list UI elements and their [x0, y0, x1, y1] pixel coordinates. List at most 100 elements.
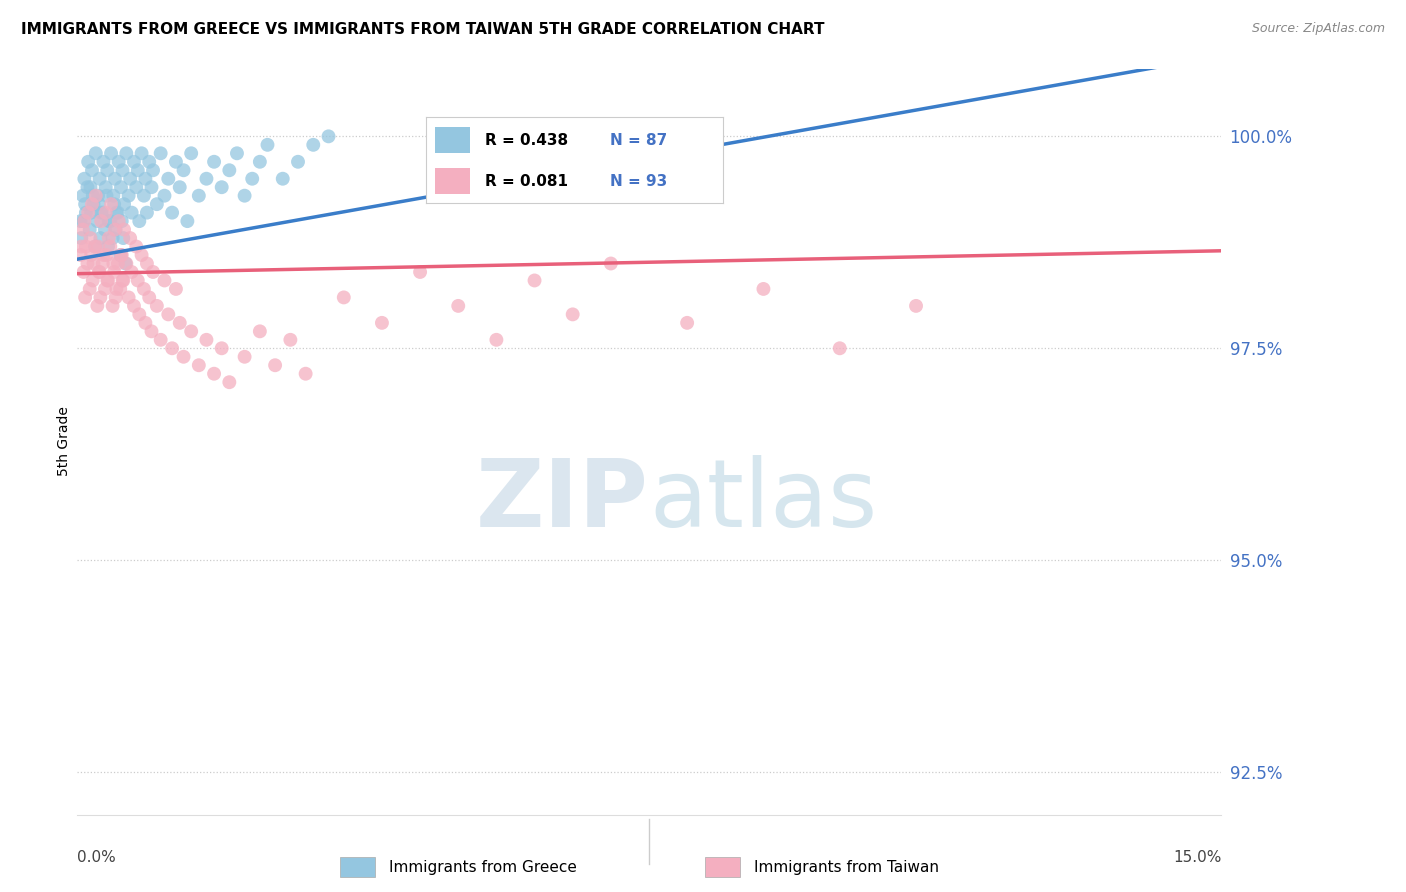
- Point: [89, 231, 111, 245]
- Point: [146, 197, 169, 211]
- Point: [107, 214, 129, 228]
- Point: [79, 222, 101, 236]
- Point: [153, 273, 176, 287]
- Point: [249, 324, 271, 338]
- Point: [117, 290, 139, 304]
- Point: [96, 163, 118, 178]
- Point: [287, 154, 309, 169]
- Point: [84, 146, 107, 161]
- Point: [86, 214, 108, 228]
- Point: [72, 214, 94, 228]
- Point: [485, 333, 508, 347]
- Point: [127, 163, 149, 178]
- Point: [103, 188, 125, 202]
- Point: [218, 375, 240, 389]
- Point: [105, 282, 128, 296]
- Point: [103, 197, 125, 211]
- Point: [142, 163, 165, 178]
- Point: [94, 180, 117, 194]
- Point: [82, 273, 104, 287]
- Point: [120, 231, 142, 245]
- Point: [75, 239, 97, 253]
- Point: [83, 256, 105, 270]
- Point: [80, 197, 103, 211]
- Point: [82, 188, 104, 202]
- Point: [249, 154, 271, 169]
- Point: [94, 282, 117, 296]
- Point: [103, 256, 125, 270]
- Point: [90, 205, 112, 219]
- Point: [104, 290, 127, 304]
- Point: [752, 282, 775, 296]
- Point: [69, 214, 91, 228]
- Point: [127, 273, 149, 287]
- Point: [271, 171, 294, 186]
- Point: [202, 154, 225, 169]
- Point: [112, 222, 135, 236]
- Point: [294, 367, 316, 381]
- Point: [141, 180, 163, 194]
- Point: [91, 256, 114, 270]
- Point: [165, 154, 187, 169]
- Point: [97, 239, 120, 253]
- Point: [180, 146, 202, 161]
- Point: [160, 205, 183, 219]
- Point: [122, 154, 145, 169]
- Point: [96, 273, 118, 287]
- Point: [75, 290, 97, 304]
- Point: [371, 316, 394, 330]
- Text: Immigrants from Taiwan: Immigrants from Taiwan: [755, 860, 939, 875]
- Point: [101, 299, 124, 313]
- Point: [131, 248, 153, 262]
- Point: [165, 282, 187, 296]
- Point: [72, 265, 94, 279]
- Point: [103, 265, 125, 279]
- Point: [69, 248, 91, 262]
- Point: [132, 188, 155, 202]
- Point: [84, 239, 107, 253]
- Point: [157, 171, 180, 186]
- Point: [72, 222, 94, 236]
- Point: [87, 265, 110, 279]
- Point: [104, 171, 127, 186]
- Point: [233, 188, 256, 202]
- Point: [149, 146, 172, 161]
- Point: [142, 265, 165, 279]
- Point: [84, 239, 107, 253]
- Point: [202, 367, 225, 381]
- Point: [169, 316, 191, 330]
- Point: [73, 171, 96, 186]
- Point: [117, 188, 139, 202]
- Point: [107, 154, 129, 169]
- Point: [121, 265, 143, 279]
- Point: [94, 222, 117, 236]
- Point: [180, 324, 202, 338]
- Point: [104, 222, 127, 236]
- Point: [110, 282, 132, 296]
- Point: [302, 137, 325, 152]
- Point: [89, 290, 111, 304]
- Point: [75, 205, 97, 219]
- Point: [79, 180, 101, 194]
- Point: [111, 163, 134, 178]
- Point: [160, 341, 183, 355]
- Point: [89, 171, 111, 186]
- Point: [110, 248, 132, 262]
- Point: [128, 214, 150, 228]
- Point: [87, 239, 110, 253]
- Point: [115, 146, 138, 161]
- Point: [136, 205, 159, 219]
- Point: [97, 273, 120, 287]
- Text: 15.0%: 15.0%: [1173, 850, 1222, 865]
- Point: [111, 273, 134, 287]
- Point: [599, 256, 621, 270]
- Text: atlas: atlas: [650, 455, 877, 547]
- Point: [107, 256, 129, 270]
- Point: [138, 290, 160, 304]
- Point: [83, 197, 105, 211]
- Point: [409, 265, 432, 279]
- Point: [134, 171, 156, 186]
- Point: [149, 333, 172, 347]
- Point: [84, 188, 107, 202]
- Point: [187, 188, 209, 202]
